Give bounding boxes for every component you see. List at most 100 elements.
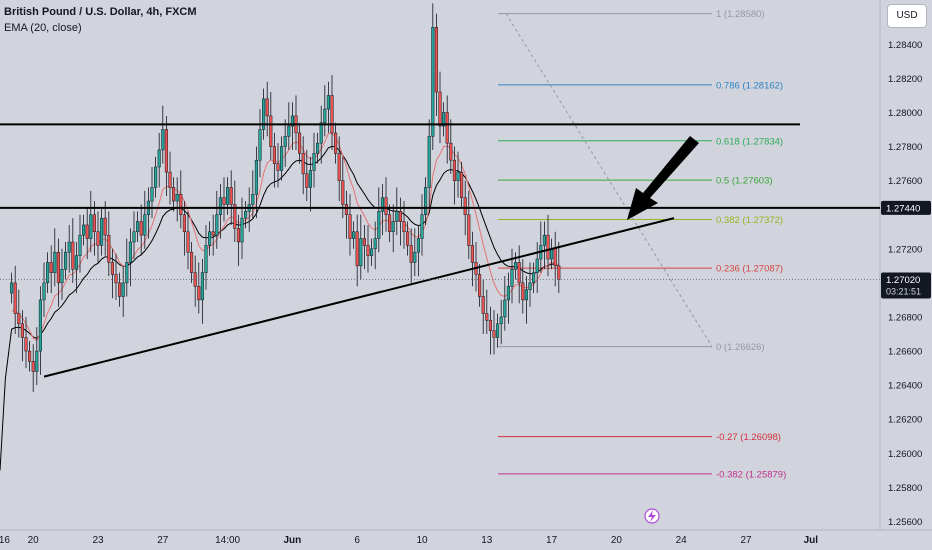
candle-body [305, 173, 309, 188]
candle-body [298, 132, 302, 154]
candle-body [114, 274, 118, 284]
fib-level-label: 0.5 (1.27603) [716, 176, 773, 187]
candle-body [236, 228, 240, 243]
x-tick-label: 6 [354, 535, 360, 546]
candle-body [524, 289, 528, 301]
y-tick-label: 1.26800 [888, 312, 922, 323]
y-tick-label: 1.25800 [888, 483, 922, 494]
candle-body [215, 214, 219, 236]
candle-body [272, 146, 276, 164]
candle-body [218, 197, 222, 215]
candle-body [521, 282, 525, 301]
candle-body [409, 245, 413, 263]
candle-body [74, 255, 78, 270]
candle-body [366, 245, 370, 256]
candle-body [485, 313, 489, 321]
candle-body [406, 231, 410, 246]
candle-body [24, 337, 28, 352]
candle-body [208, 231, 212, 246]
candle-body [226, 187, 230, 205]
candle-body [240, 217, 244, 243]
candle-body [107, 234, 111, 263]
candle-body [388, 214, 392, 233]
candle-body [362, 238, 366, 246]
y-tick-label: 1.26400 [888, 381, 922, 392]
candle-body [85, 224, 89, 239]
candle-body [110, 262, 114, 275]
candle-body [528, 282, 532, 290]
lightning-icon-bolt [648, 510, 656, 522]
candle-body [492, 330, 496, 338]
candle-body [125, 262, 129, 284]
candle-body [172, 187, 176, 202]
candle-body [506, 286, 510, 301]
candle-body [31, 361, 35, 372]
x-tick-label: 16 [0, 535, 10, 546]
candle-body [150, 187, 154, 202]
candle-body [420, 214, 424, 239]
candle-body [280, 146, 284, 171]
candle-body [258, 129, 262, 161]
candle-body [251, 194, 255, 205]
candle-body [100, 217, 104, 246]
candle-body [431, 27, 435, 137]
candle-body [64, 251, 68, 270]
candle-body [211, 231, 215, 236]
candle-body [190, 251, 194, 273]
candle-body [301, 153, 305, 175]
candle-body [46, 262, 50, 284]
candle-body [550, 248, 554, 260]
candle-body [182, 214, 186, 233]
y-tick-label: 1.26200 [888, 415, 922, 426]
candle-body [398, 211, 402, 222]
fib-level-label: 1 (1.28580) [716, 9, 765, 20]
candle-body [92, 214, 96, 233]
candle-body [53, 251, 57, 273]
candle-body [557, 265, 561, 280]
candle-body [229, 187, 233, 205]
candle-body [503, 299, 507, 318]
indicator-legend: EMA (20, close) [4, 22, 82, 34]
candle-body [470, 245, 474, 263]
candle-body [352, 231, 356, 239]
y-tick-label: 1.26600 [888, 347, 922, 358]
candle-body [186, 231, 190, 253]
candle-body [290, 115, 294, 127]
candle-body [121, 282, 125, 297]
lightning-icon [644, 508, 660, 524]
candle-body [35, 350, 39, 372]
candle-body [265, 98, 269, 117]
candle-body [132, 231, 136, 243]
candle-body [413, 251, 417, 263]
candle-body [535, 258, 539, 273]
y-tick-label: 1.25600 [888, 517, 922, 528]
candle-body [424, 187, 428, 215]
rising-trendline [43, 217, 675, 378]
fib-level-label: 0.382 (1.27372) [716, 215, 783, 226]
candle-body [359, 238, 363, 267]
price-tag [881, 200, 931, 215]
candle-body [143, 214, 147, 236]
candle-body [514, 262, 518, 270]
candle-body [312, 153, 316, 171]
currency-button[interactable]: USD [887, 4, 927, 28]
candle-body [157, 149, 161, 168]
candle-body [28, 350, 32, 362]
candle-body [42, 282, 46, 301]
candle-body [467, 214, 471, 246]
candle-body [222, 197, 226, 205]
candle-body [452, 159, 456, 181]
candle-body [341, 180, 345, 205]
candle-body [427, 136, 431, 188]
x-tick-label: 10 [416, 535, 428, 546]
candles-group [10, 3, 561, 392]
candle-body [391, 221, 395, 233]
candle-body [377, 211, 381, 239]
candle-body [319, 122, 323, 144]
candle-body [118, 282, 122, 297]
fib-level-label: 0.786 (1.28162) [716, 80, 783, 91]
candle-body [434, 27, 438, 93]
candle-body [384, 197, 388, 215]
candle-body [179, 194, 183, 215]
